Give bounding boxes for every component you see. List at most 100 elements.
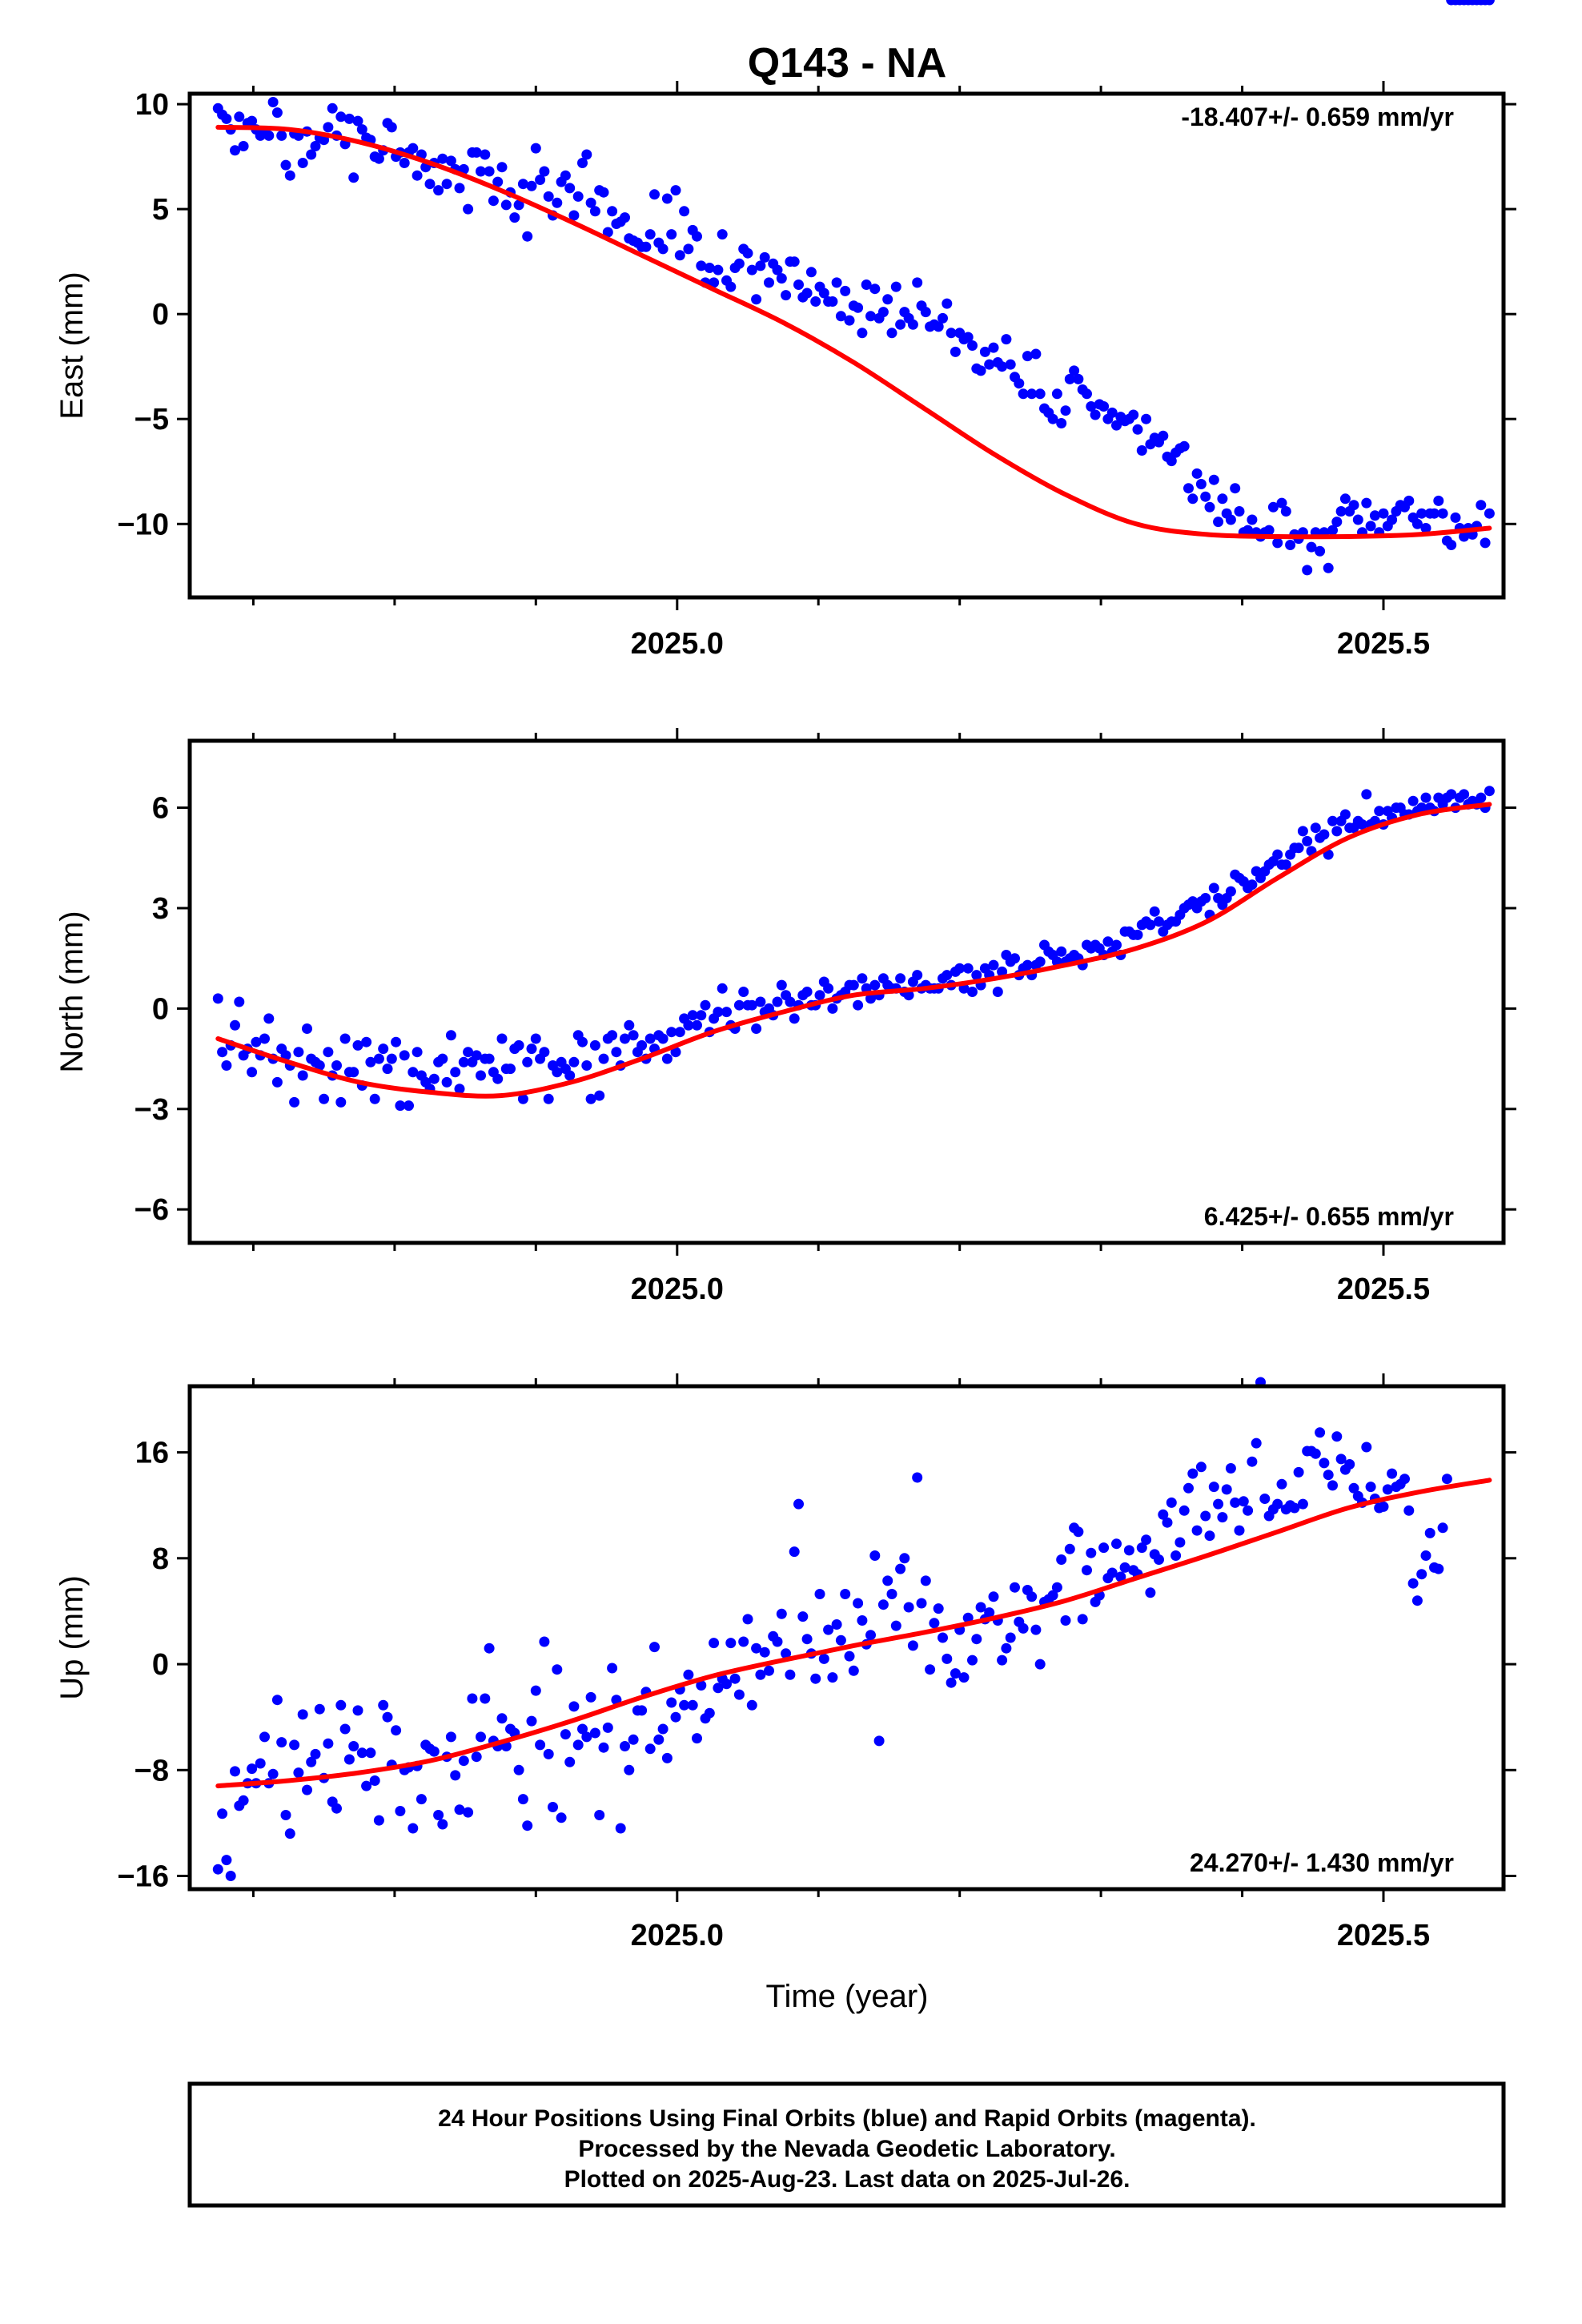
east-data-point bbox=[751, 294, 762, 305]
up-data-point bbox=[657, 1723, 669, 1735]
east-data-point bbox=[1429, 508, 1439, 519]
east-data-point bbox=[620, 212, 630, 223]
east-data-point bbox=[882, 294, 893, 305]
up-data-point bbox=[476, 1731, 486, 1743]
east-data-point bbox=[1459, 531, 1470, 542]
up-data-point bbox=[649, 1642, 660, 1653]
east-data-point bbox=[869, 283, 881, 295]
up-data-point bbox=[857, 1615, 868, 1626]
up-data-point bbox=[644, 1743, 656, 1755]
east-data-point bbox=[1106, 407, 1118, 418]
north-data-point bbox=[564, 1070, 576, 1081]
up-data-point bbox=[823, 1624, 834, 1635]
up-data-point bbox=[594, 1810, 605, 1820]
north-data-point bbox=[1056, 946, 1067, 957]
north-data-point bbox=[713, 1007, 724, 1018]
east-data-point bbox=[1178, 440, 1190, 452]
east-data-point bbox=[679, 206, 690, 217]
x-axis-label: Time (year) bbox=[766, 1979, 929, 2014]
up-data-point bbox=[801, 1634, 813, 1645]
north-data-point bbox=[314, 1060, 325, 1071]
up-data-point bbox=[1297, 1498, 1308, 1510]
east-data-point bbox=[933, 321, 944, 332]
up-data-point bbox=[361, 1780, 372, 1791]
up-data-point bbox=[950, 1668, 961, 1679]
north-y-tick-label: 0 bbox=[152, 992, 169, 1026]
east-data-point bbox=[1217, 493, 1228, 505]
up-data-point bbox=[543, 1748, 554, 1759]
up-data-point bbox=[1158, 1509, 1169, 1520]
east-data-point bbox=[1403, 495, 1415, 506]
north-data-point bbox=[492, 1073, 504, 1084]
north-data-point bbox=[1331, 826, 1343, 837]
up-y-tick-label: 16 bbox=[135, 1437, 169, 1470]
north-data-point bbox=[594, 1090, 605, 1101]
up-data-point bbox=[1106, 1567, 1118, 1578]
up-data-point bbox=[1276, 1478, 1287, 1490]
east-data-point bbox=[1315, 545, 1326, 557]
east-data-point bbox=[793, 279, 804, 290]
up-data-point bbox=[1200, 1510, 1211, 1522]
east-data-point bbox=[810, 296, 821, 307]
east-data-point bbox=[1306, 541, 1317, 553]
up-data-point bbox=[1416, 1569, 1427, 1580]
east-data-point bbox=[247, 115, 258, 127]
east-data-point bbox=[1339, 493, 1351, 505]
up-data-point bbox=[946, 1677, 957, 1688]
north-data-point bbox=[942, 970, 953, 981]
north-data-point bbox=[441, 1076, 452, 1088]
north-data-point bbox=[1374, 806, 1385, 817]
north-data-point bbox=[271, 1076, 283, 1088]
east-data-point bbox=[886, 328, 897, 339]
figure-title: Q143 - NA bbox=[748, 40, 947, 86]
up-data-point bbox=[572, 1739, 584, 1751]
up-data-point bbox=[920, 1575, 931, 1586]
east-data-point bbox=[692, 231, 702, 242]
north-data-point bbox=[395, 1100, 406, 1112]
north-data-point bbox=[450, 1067, 461, 1078]
east-data-point bbox=[492, 176, 504, 187]
up-data-point bbox=[1238, 1496, 1249, 1507]
north-data-point bbox=[628, 1030, 639, 1041]
north-data-point bbox=[361, 1036, 372, 1047]
north-data-point bbox=[1034, 956, 1046, 967]
up-data-point bbox=[925, 1664, 936, 1675]
east-data-point bbox=[526, 180, 537, 191]
east-data-point bbox=[267, 97, 279, 107]
east-data-point bbox=[1141, 413, 1152, 424]
north-data-point bbox=[319, 1093, 330, 1104]
up-data-point bbox=[1234, 1525, 1245, 1536]
up-data-point bbox=[293, 1767, 304, 1779]
up-data-point bbox=[556, 1812, 567, 1823]
up-data-point bbox=[530, 1685, 541, 1696]
north-fit-line bbox=[215, 802, 1492, 1099]
footer-line-2: Processed by the Nevada Geodetic Laborat… bbox=[578, 2136, 1115, 2162]
up-data-point bbox=[725, 1638, 737, 1649]
north-data-point bbox=[598, 1053, 609, 1064]
north-y-tick-label: 6 bbox=[152, 792, 169, 826]
north-data-point bbox=[1357, 819, 1367, 830]
up-data-point bbox=[517, 1794, 528, 1805]
up-data-point bbox=[284, 1828, 295, 1839]
east-data-point bbox=[513, 199, 524, 211]
east-y-tick-label: −10 bbox=[118, 508, 169, 541]
up-data-point bbox=[212, 1864, 223, 1875]
east-data-point bbox=[988, 342, 999, 353]
east-data-point bbox=[1086, 401, 1097, 412]
up-data-point bbox=[302, 1784, 312, 1795]
up-data-point bbox=[1331, 1431, 1343, 1442]
east-data-point bbox=[1195, 479, 1207, 489]
east-data-point bbox=[1001, 334, 1012, 345]
up-data-point bbox=[484, 1642, 495, 1654]
east-data-point bbox=[602, 227, 613, 238]
north-data-point bbox=[454, 1084, 465, 1095]
up-data-point bbox=[797, 1611, 809, 1622]
north-data-point bbox=[895, 973, 906, 984]
east-data-point bbox=[704, 263, 715, 273]
north-data-point bbox=[297, 1070, 308, 1081]
up-data-point bbox=[873, 1735, 885, 1747]
up-data-point bbox=[751, 1642, 762, 1654]
north-data-point bbox=[369, 1093, 380, 1104]
up-data-point bbox=[1026, 1591, 1038, 1602]
up-data-point bbox=[356, 1747, 367, 1759]
